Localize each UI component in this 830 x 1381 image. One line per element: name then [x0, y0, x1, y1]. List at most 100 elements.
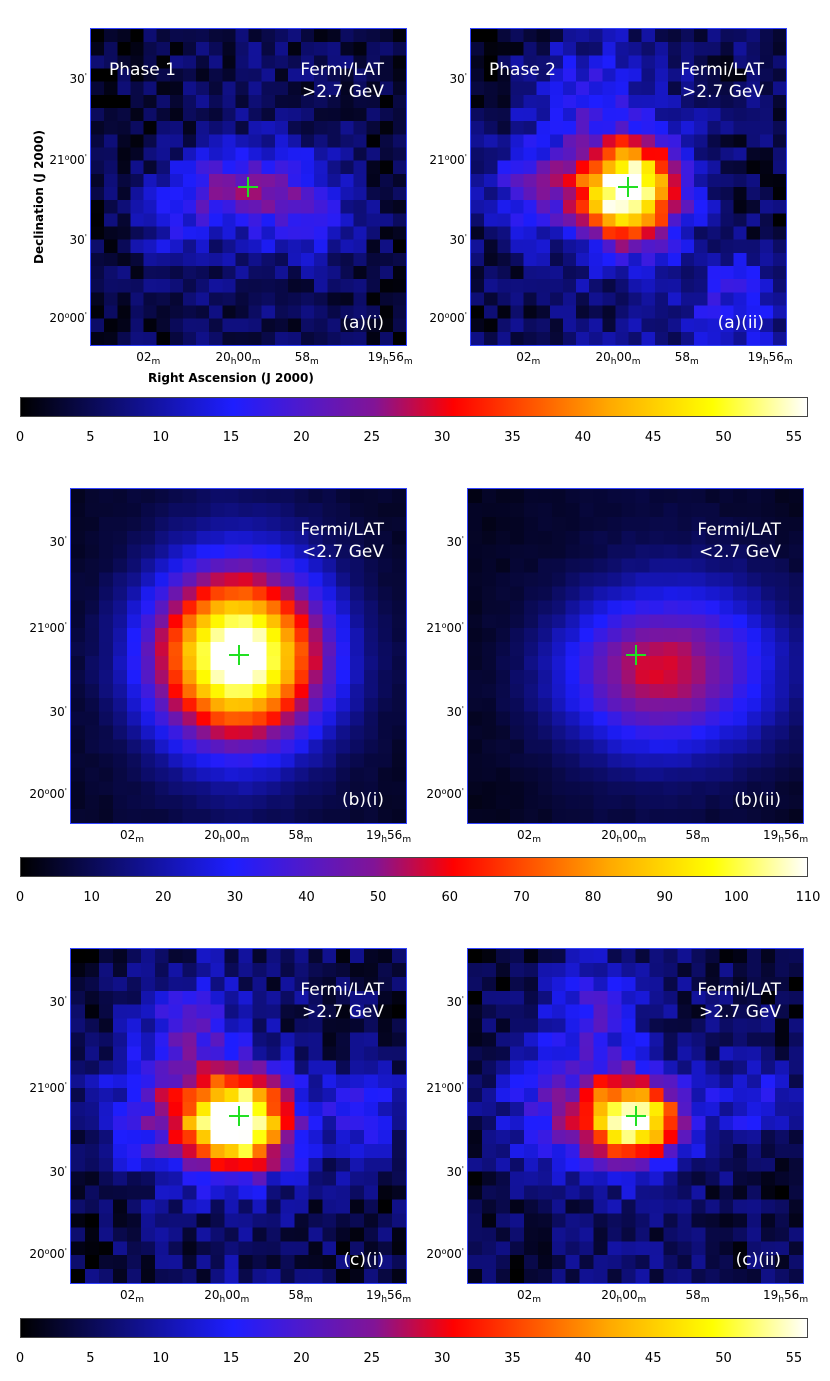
ra-tick-label: 02m: [120, 1288, 145, 1305]
source-position-marker: [626, 1106, 646, 1126]
source-position-marker: [618, 177, 638, 197]
dec-tick-label: 20o00': [29, 1247, 67, 1262]
colorbar-2: [20, 857, 808, 877]
ra-tick-label: 20h00m: [204, 828, 250, 845]
colorbar-tick-label: 50: [715, 1351, 732, 1366]
dec-tick-label: 21o00': [29, 620, 67, 635]
dec-tick-label: 20o00': [429, 310, 467, 325]
instrument-label: Fermi/LAT: [697, 980, 781, 1000]
panel-tag: (b)(i): [341, 790, 384, 810]
ra-tick-label: 02m: [516, 350, 541, 367]
phase-label: Phase 2: [489, 60, 556, 80]
dec-tick-label: 30': [69, 232, 87, 247]
dec-tick-label: 30': [49, 535, 67, 550]
colorbar-tick-label: 50: [369, 890, 387, 905]
dec-tick-label: 30': [49, 995, 67, 1010]
dec-tick-label: 30': [446, 704, 464, 719]
ra-tick-label: 20h00m: [215, 350, 261, 367]
dec-tick-label: 21o00': [426, 1080, 464, 1095]
colorbar-tick-label: 15: [222, 1351, 240, 1366]
source-position-marker: [626, 645, 646, 665]
colorbar-tick-label: 10: [83, 890, 100, 905]
colorbar-tick-label: 50: [715, 430, 732, 445]
dec-tick-label: 21o00': [49, 153, 87, 168]
ra-tick-label: 58m: [685, 828, 710, 845]
dec-tick-label: 30': [449, 72, 467, 87]
colorbar-tick-label: 0: [15, 890, 25, 905]
map-panel-b-ii: Fermi/LAT <2.7 GeV (b)(ii): [467, 488, 804, 824]
panel-tag: (a)(ii): [717, 313, 764, 333]
ra-tick-label: 02m: [517, 828, 542, 845]
colorbar-tick-label: 10: [152, 1351, 169, 1366]
ra-tick-label: 58m: [685, 1288, 710, 1305]
ra-tick-label: 19h56m: [747, 350, 793, 367]
ra-tick-label: 19h56m: [367, 350, 413, 367]
colorbar-tick-label: 60: [441, 890, 459, 905]
ra-tick-label: 58m: [288, 828, 313, 845]
colorbar-tick-label: 90: [656, 890, 673, 905]
source-position-marker: [229, 1106, 249, 1126]
map-panel-c-i: Fermi/LAT >2.7 GeV (c)(i): [70, 948, 407, 1284]
ra-tick-label: 20h00m: [601, 1288, 647, 1305]
colorbar-3: [20, 1318, 808, 1338]
map-panel-a-i: Phase 1 Fermi/LAT >2.7 GeV (a)(i): [90, 28, 407, 346]
x-axis-label: Right Ascension (J 2000): [148, 371, 314, 385]
colorbar-tick-label: 45: [644, 1351, 662, 1366]
colorbar-tick-label: 25: [363, 1351, 381, 1366]
instrument-label: Fermi/LAT: [300, 520, 384, 540]
energy-label: >2.7 GeV: [302, 1002, 384, 1022]
dec-tick-label: 21o00': [426, 620, 464, 635]
panel-tag: (c)(i): [343, 1250, 384, 1270]
dec-tick-label: 20o00': [426, 1247, 464, 1262]
dec-tick-label: 30': [446, 535, 464, 550]
dec-tick-label: 30': [446, 995, 464, 1010]
energy-label: >2.7 GeV: [682, 82, 764, 102]
colorbar-tick-label: 40: [574, 430, 592, 445]
colorbar-tick-label: 35: [504, 430, 521, 445]
dec-tick-label: 20o00': [49, 310, 87, 325]
energy-label: >2.7 GeV: [302, 82, 384, 102]
colorbar-1: [20, 397, 808, 417]
colorbar-tick-label: 40: [574, 1351, 592, 1366]
source-position-marker: [238, 177, 258, 197]
colorbar-tick-label: 20: [293, 430, 310, 445]
ra-tick-label: 02m: [136, 350, 161, 367]
colorbar-tick-label: 100: [723, 890, 749, 905]
colorbar-tick-label: 30: [433, 430, 451, 445]
colorbar-tick-label: 25: [363, 430, 381, 445]
colorbar-tick-label: 20: [154, 890, 172, 905]
colorbar-tick-label: 30: [226, 890, 244, 905]
colorbar-tick-label: 5: [86, 430, 95, 445]
dec-tick-label: 30': [49, 1164, 67, 1179]
colorbar-tick-label: 70: [513, 890, 530, 905]
ra-tick-label: 58m: [294, 350, 319, 367]
ra-tick-label: 19h56m: [366, 1288, 412, 1305]
colorbar-tick-label: 35: [504, 1351, 521, 1366]
source-position-marker: [229, 645, 249, 665]
ra-tick-label: 58m: [674, 350, 699, 367]
dec-tick-label: 30': [49, 704, 67, 719]
colorbar-tick-label: 110: [795, 890, 821, 905]
panel-tag: (c)(ii): [735, 1250, 781, 1270]
dec-tick-label: 21o00': [29, 1080, 67, 1095]
dec-tick-label: 30': [449, 232, 467, 247]
ra-tick-label: 20h00m: [595, 350, 641, 367]
ra-tick-label: 20h00m: [601, 828, 647, 845]
map-panel-c-ii: Fermi/LAT >2.7 GeV (c)(ii): [467, 948, 804, 1284]
dec-tick-label: 30': [69, 72, 87, 87]
phase-label: Phase 1: [109, 60, 176, 80]
colorbar-tick-label: 30: [433, 1351, 451, 1366]
colorbar-tick-label: 0: [15, 1351, 25, 1366]
colorbar-tick-label: 40: [298, 890, 315, 905]
instrument-label: Fermi/LAT: [300, 980, 384, 1000]
dec-tick-label: 30': [446, 1164, 464, 1179]
map-panel-b-i: Fermi/LAT <2.7 GeV (b)(i): [70, 488, 407, 824]
colorbar-tick-label: 10: [152, 430, 169, 445]
ra-tick-label: 02m: [120, 828, 145, 845]
ra-tick-label: 58m: [288, 1288, 313, 1305]
energy-label: <2.7 GeV: [699, 542, 781, 562]
energy-label: <2.7 GeV: [302, 542, 384, 562]
map-panel-a-ii: Phase 2 Fermi/LAT >2.7 GeV (a)(ii): [470, 28, 787, 346]
ra-tick-label: 02m: [517, 1288, 542, 1305]
dec-tick-label: 20o00': [29, 787, 67, 802]
